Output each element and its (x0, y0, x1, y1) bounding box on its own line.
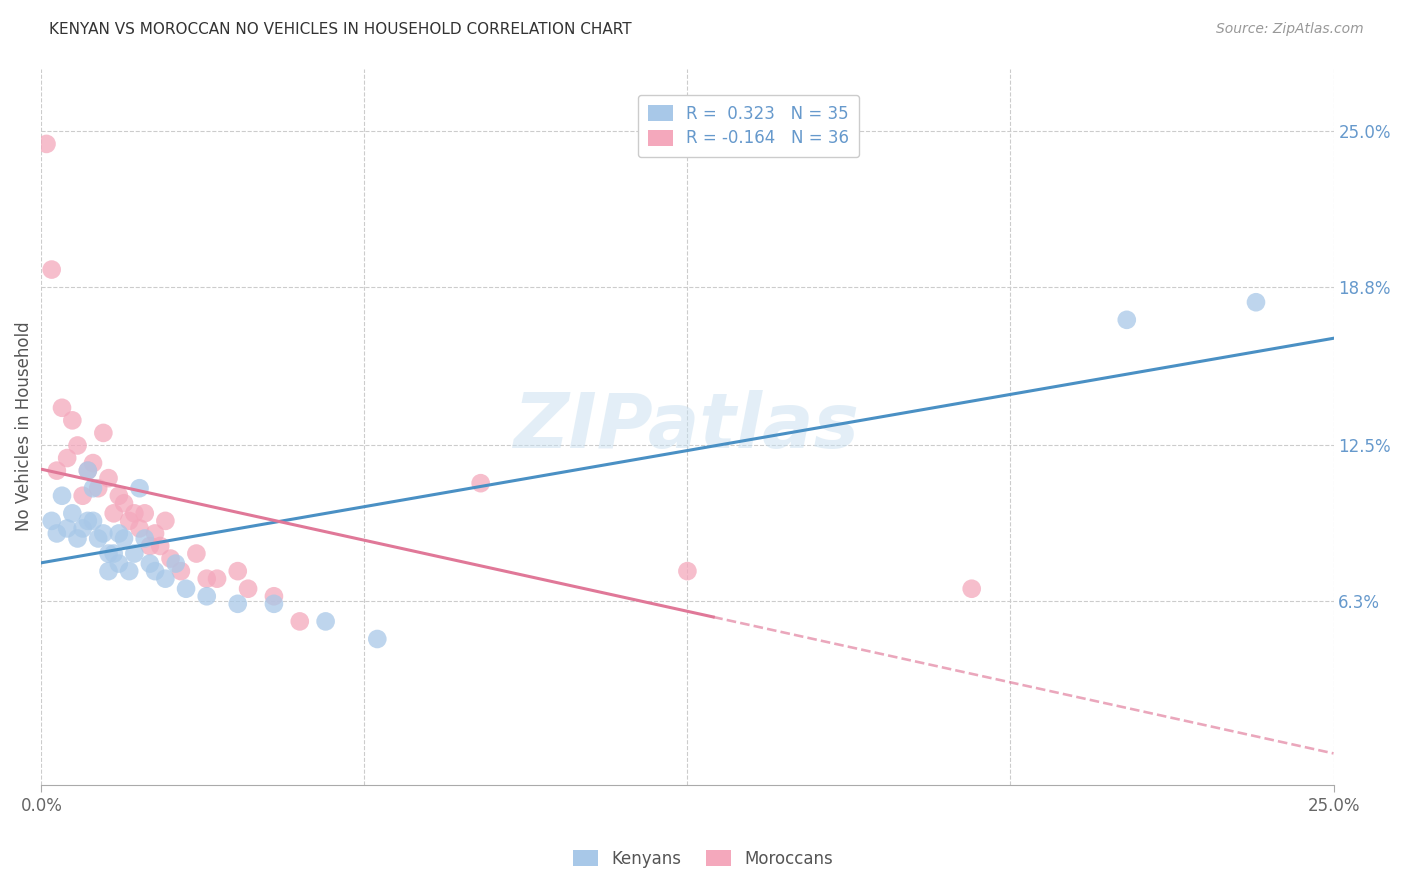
Point (35, 136, 58, 151)
Point (60, 413, 83, 427)
Point (134, 532, 156, 546)
Point (76, 464, 98, 478)
Text: ZIPatlas: ZIPatlas (515, 390, 860, 464)
Point (56, 451, 79, 466)
Point (205, 572, 228, 586)
Point (45, 464, 67, 478)
Point (66, 438, 89, 452)
Point (174, 582, 197, 596)
Point (82, 514, 104, 528)
Point (118, 564, 141, 578)
Point (195, 589, 218, 603)
Point (263, 597, 285, 611)
Point (143, 526, 166, 541)
Point (72, 489, 94, 503)
Legend: R =  0.323   N = 35, R = -0.164   N = 36: R = 0.323 N = 35, R = -0.164 N = 36 (637, 95, 859, 157)
Point (72, 521, 94, 535)
Point (676, 564, 699, 578)
Point (149, 539, 172, 553)
Point (97, 547, 120, 561)
Point (112, 496, 135, 510)
Point (186, 547, 208, 561)
Point (51, 401, 73, 415)
Point (159, 551, 181, 566)
Point (366, 632, 388, 646)
Point (103, 547, 125, 561)
Point (97, 564, 120, 578)
Point (118, 514, 141, 528)
Point (288, 615, 311, 629)
Point (263, 589, 285, 603)
Legend: Kenyans, Moroccans: Kenyans, Moroccans (567, 844, 839, 875)
Point (236, 582, 259, 596)
Point (315, 615, 337, 629)
Point (45, 526, 67, 541)
Point (60, 506, 83, 520)
Point (66, 532, 89, 546)
Point (56, 521, 79, 535)
Point (108, 489, 131, 503)
Point (195, 572, 218, 586)
Point (103, 506, 125, 520)
Point (124, 547, 146, 561)
Point (139, 557, 162, 571)
Point (226, 564, 249, 578)
Point (108, 526, 131, 541)
Point (82, 456, 104, 470)
Point (124, 506, 146, 520)
Point (41, 262, 63, 277)
Point (93, 526, 115, 541)
Point (143, 564, 166, 578)
Point (41, 514, 63, 528)
Point (87, 481, 110, 495)
Point (1244, 295, 1267, 310)
Point (82, 481, 104, 495)
Point (226, 597, 249, 611)
Point (93, 425, 115, 440)
Point (1115, 313, 1137, 327)
Point (155, 572, 177, 586)
Point (470, 476, 492, 491)
Point (112, 532, 135, 546)
Point (960, 582, 983, 596)
Point (108, 557, 131, 571)
Point (51, 489, 73, 503)
Point (128, 481, 150, 495)
Text: KENYAN VS MOROCCAN NO VEHICLES IN HOUSEHOLD CORRELATION CHART: KENYAN VS MOROCCAN NO VEHICLES IN HOUSEH… (49, 22, 631, 37)
Point (134, 506, 156, 520)
Point (155, 514, 177, 528)
Point (128, 521, 150, 535)
Point (87, 532, 110, 546)
Y-axis label: No Vehicles in Household: No Vehicles in Household (15, 322, 32, 532)
Point (165, 557, 187, 571)
Point (76, 514, 98, 528)
Point (170, 564, 193, 578)
Point (97, 471, 120, 485)
Point (139, 539, 162, 553)
Text: Source: ZipAtlas.com: Source: ZipAtlas.com (1216, 22, 1364, 37)
Point (76, 464, 98, 478)
